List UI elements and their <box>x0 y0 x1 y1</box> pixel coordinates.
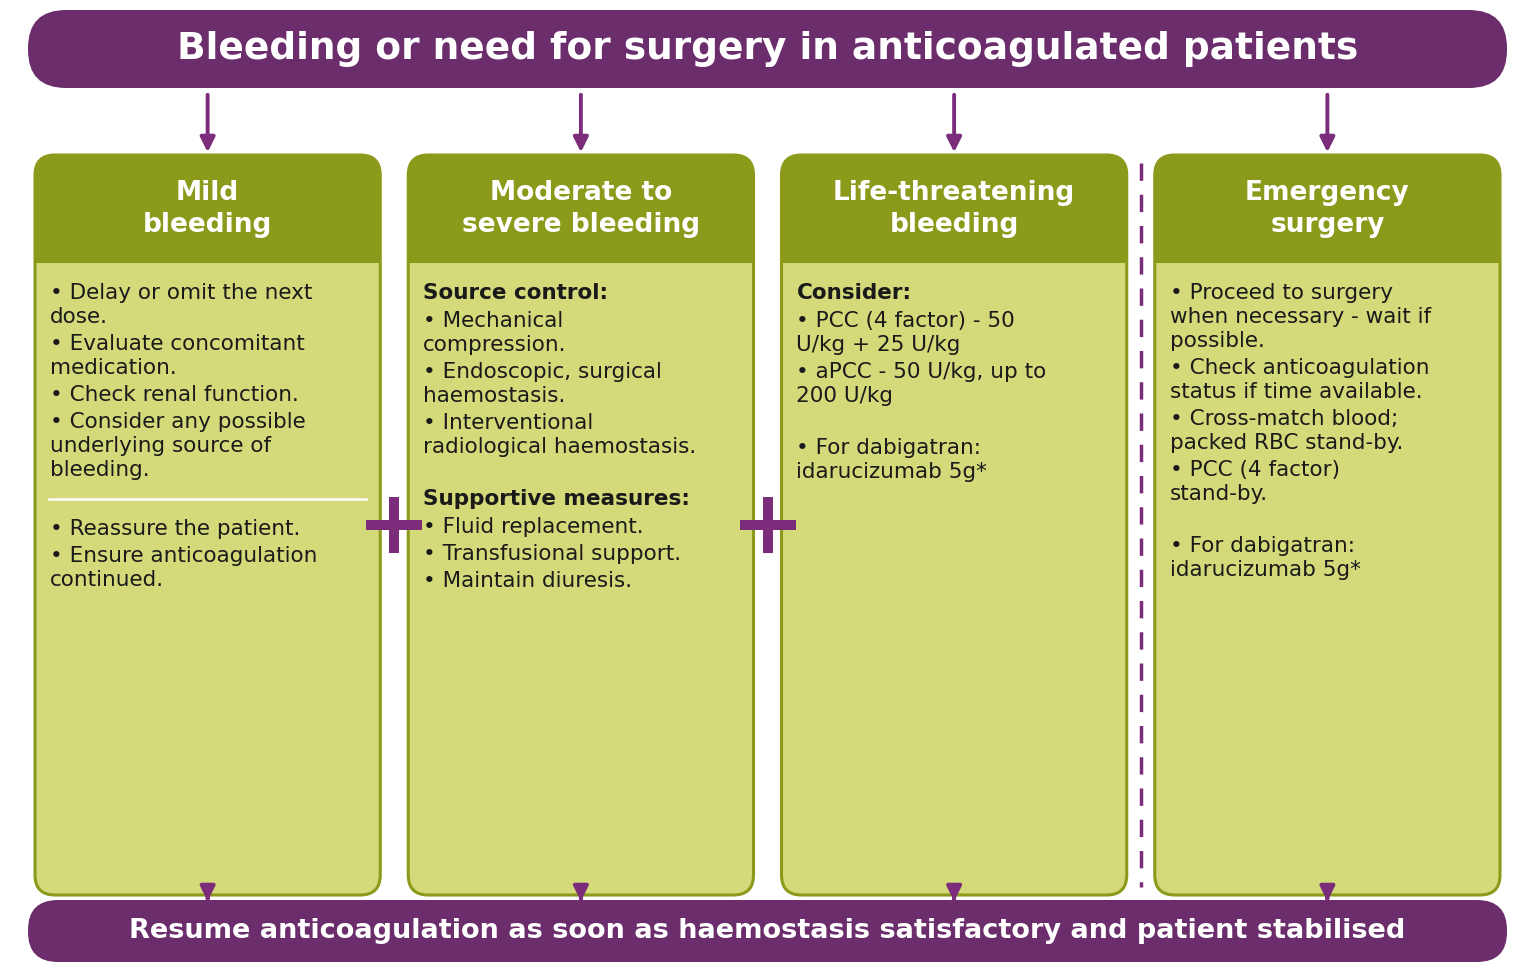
Text: • Interventional: • Interventional <box>424 413 594 434</box>
Text: Resume anticoagulation as soon as haemostasis satisfactory and patient stabilise: Resume anticoagulation as soon as haemos… <box>129 918 1406 944</box>
Text: dose.: dose. <box>51 307 107 327</box>
Text: Bleeding or need for surgery in anticoagulated patients: Bleeding or need for surgery in anticoag… <box>177 31 1358 67</box>
Text: • Endoscopic, surgical: • Endoscopic, surgical <box>424 363 662 382</box>
FancyBboxPatch shape <box>781 155 1127 263</box>
Text: status if time available.: status if time available. <box>1170 382 1423 402</box>
Text: radiological haemostasis.: radiological haemostasis. <box>424 437 697 457</box>
Text: possible.: possible. <box>1170 331 1265 351</box>
Text: underlying source of: underlying source of <box>51 436 272 456</box>
Bar <box>367 520 422 530</box>
Text: haemostasis.: haemostasis. <box>424 386 565 406</box>
Text: U/kg + 25 U/kg: U/kg + 25 U/kg <box>797 335 961 355</box>
Text: 200 U/kg: 200 U/kg <box>797 386 893 406</box>
Text: compression.: compression. <box>424 335 566 355</box>
FancyBboxPatch shape <box>35 155 381 263</box>
Text: Life-threatening
bleeding: Life-threatening bleeding <box>834 180 1074 238</box>
Bar <box>781 241 1127 263</box>
Text: • For dabigatran:: • For dabigatran: <box>1170 536 1355 556</box>
Text: • PCC (4 factor) - 50: • PCC (4 factor) - 50 <box>797 311 1015 331</box>
Text: Emergency
surgery: Emergency surgery <box>1245 180 1409 238</box>
Bar <box>1154 241 1500 263</box>
FancyBboxPatch shape <box>408 155 754 263</box>
Text: • PCC (4 factor): • PCC (4 factor) <box>1170 460 1340 480</box>
Text: • Transfusional support.: • Transfusional support. <box>424 543 682 564</box>
Text: bleeding.: bleeding. <box>51 460 149 480</box>
Text: packed RBC stand-by.: packed RBC stand-by. <box>1170 434 1403 453</box>
Text: Consider:: Consider: <box>797 283 912 303</box>
Text: • Fluid replacement.: • Fluid replacement. <box>424 517 643 537</box>
Text: • Check renal function.: • Check renal function. <box>51 385 299 405</box>
Text: • Consider any possible: • Consider any possible <box>51 412 305 433</box>
Text: Mild
bleeding: Mild bleeding <box>143 180 272 238</box>
Text: Moderate to
severe bleeding: Moderate to severe bleeding <box>462 180 700 238</box>
Text: Supportive measures:: Supportive measures: <box>424 489 691 508</box>
FancyBboxPatch shape <box>781 155 1127 895</box>
Text: idarucizumab 5g*: idarucizumab 5g* <box>1170 560 1360 579</box>
FancyBboxPatch shape <box>408 155 754 895</box>
Text: • Ensure anticoagulation: • Ensure anticoagulation <box>51 546 318 567</box>
Text: Source control:: Source control: <box>424 283 608 303</box>
Bar <box>408 241 754 263</box>
Text: when necessary - wait if: when necessary - wait if <box>1170 307 1431 327</box>
Text: • Reassure the patient.: • Reassure the patient. <box>51 519 301 539</box>
Bar <box>740 520 795 530</box>
Text: • Maintain diuresis.: • Maintain diuresis. <box>424 571 632 591</box>
Bar <box>35 241 381 263</box>
Text: continued.: continued. <box>51 571 164 590</box>
FancyBboxPatch shape <box>1154 155 1500 263</box>
Text: • Cross-match blood;: • Cross-match blood; <box>1170 409 1398 429</box>
Text: medication.: medication. <box>51 358 177 378</box>
Text: • Evaluate concomitant: • Evaluate concomitant <box>51 334 305 354</box>
Text: • Mechanical: • Mechanical <box>424 311 563 331</box>
Text: • aPCC - 50 U/kg, up to: • aPCC - 50 U/kg, up to <box>797 363 1047 382</box>
Text: • For dabigatran:: • For dabigatran: <box>797 437 981 458</box>
FancyBboxPatch shape <box>35 155 381 895</box>
FancyBboxPatch shape <box>28 10 1507 88</box>
Text: stand-by.: stand-by. <box>1170 484 1268 504</box>
Bar <box>763 497 772 553</box>
Text: • Proceed to surgery: • Proceed to surgery <box>1170 283 1392 303</box>
FancyBboxPatch shape <box>1154 155 1500 895</box>
Text: • Delay or omit the next: • Delay or omit the next <box>51 283 313 303</box>
Text: idarucizumab 5g*: idarucizumab 5g* <box>797 462 987 481</box>
Text: • Check anticoagulation: • Check anticoagulation <box>1170 358 1429 378</box>
FancyBboxPatch shape <box>28 900 1507 962</box>
Bar <box>390 497 399 553</box>
